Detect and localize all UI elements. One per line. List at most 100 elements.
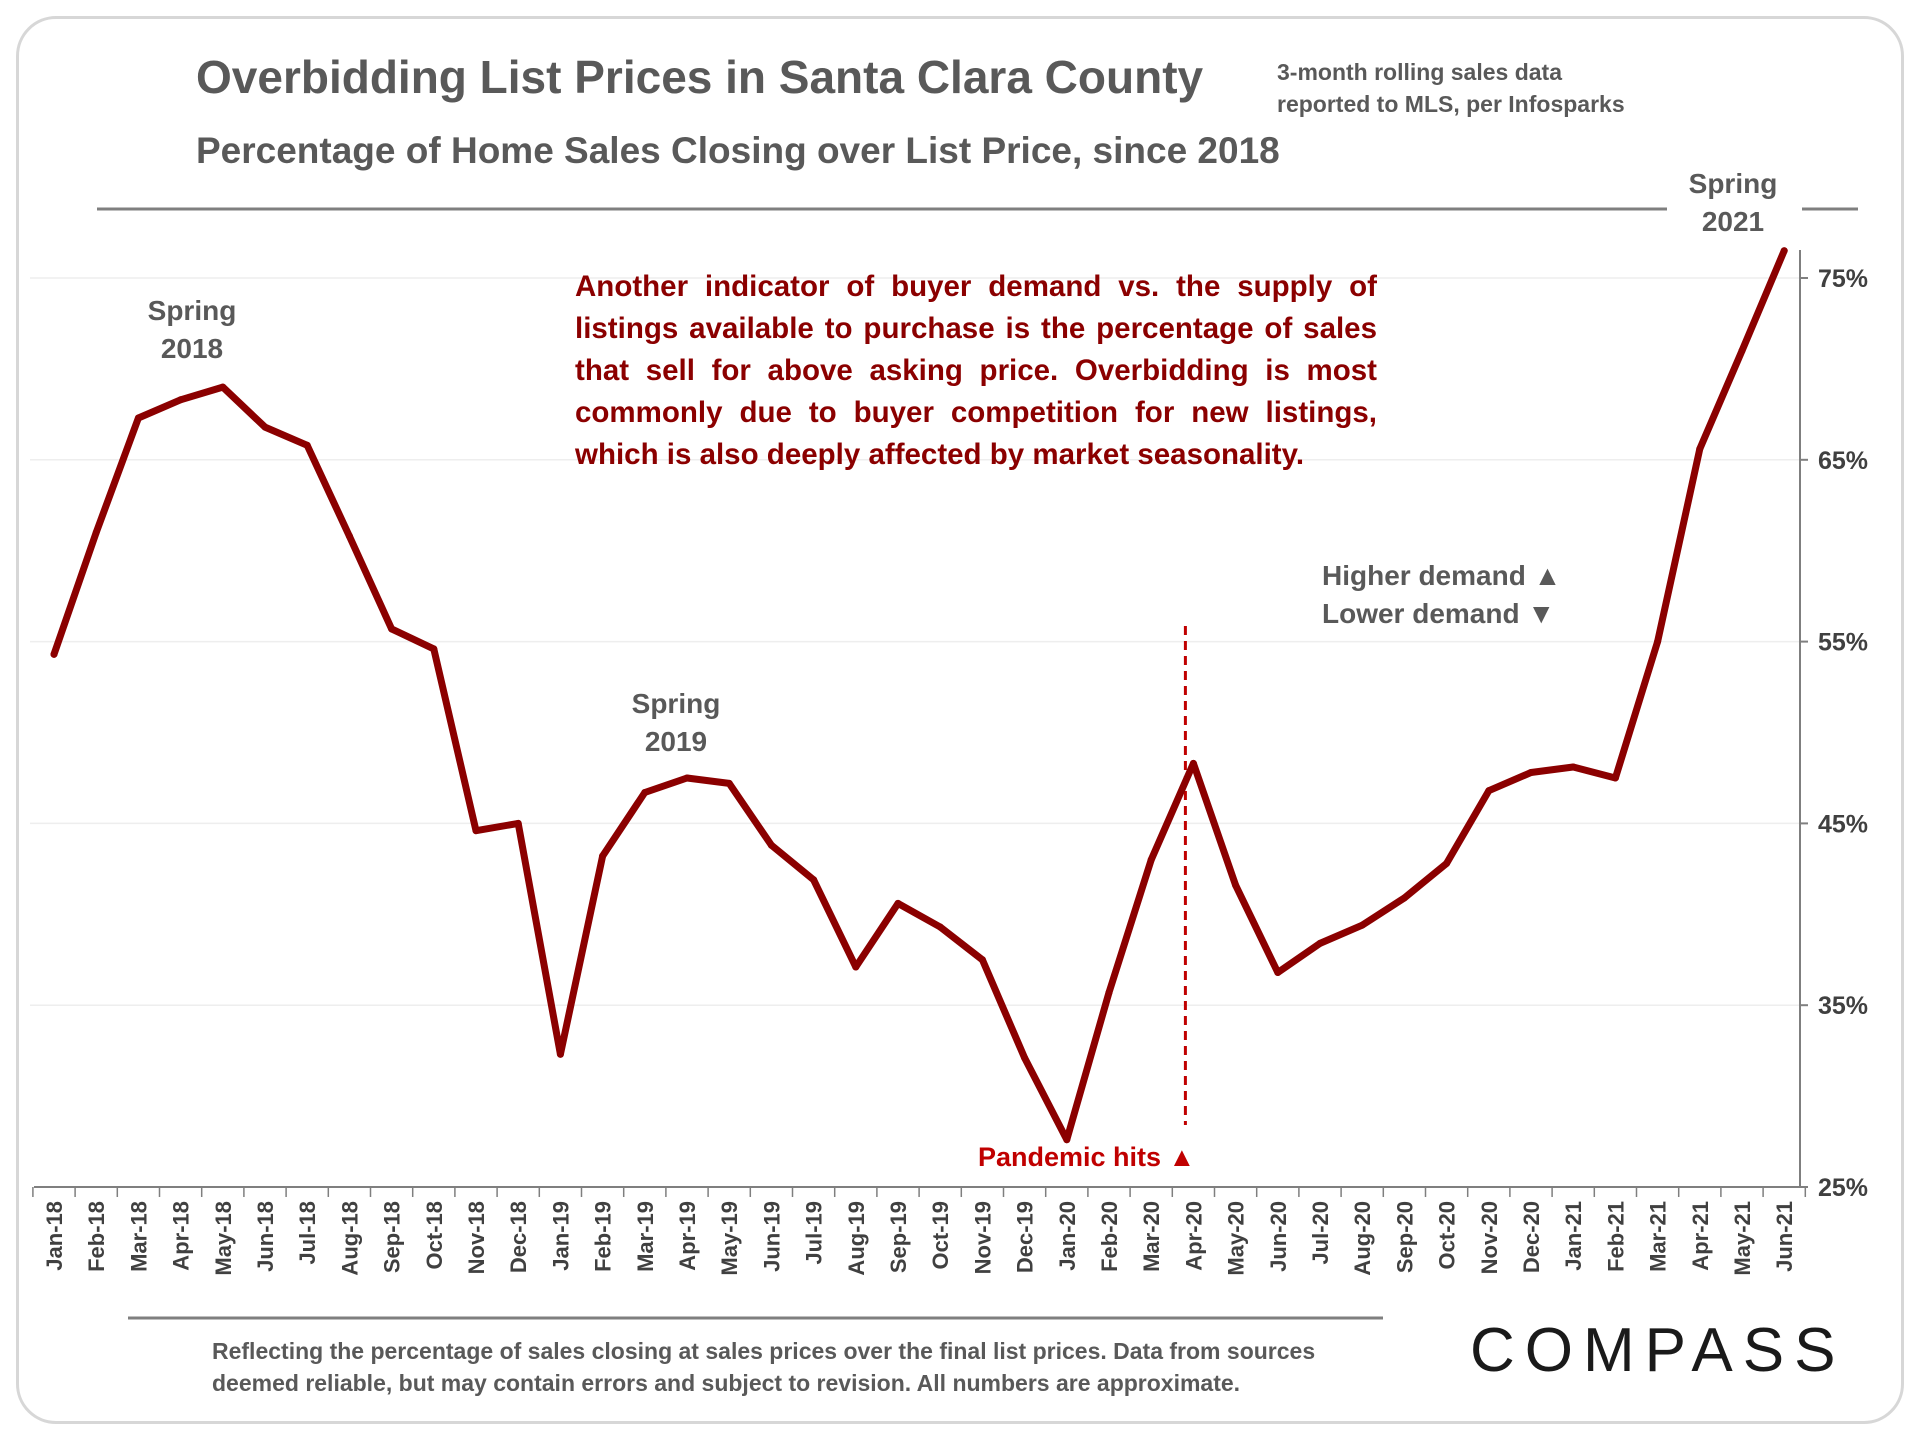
x-tick-label: Nov-20	[1477, 1201, 1502, 1274]
x-tick-label: Jul-20	[1308, 1201, 1333, 1265]
x-tick-label: Oct-19	[928, 1201, 953, 1269]
data-point	[599, 852, 607, 860]
data-point	[894, 899, 902, 907]
chart-title: Overbidding List Prices in Santa Clara C…	[196, 51, 1204, 103]
spring-2018-line2: 2018	[160, 333, 224, 364]
data-point	[1696, 445, 1704, 453]
compass-logo: COMPASS	[1470, 1316, 1846, 1385]
x-tick-label: Jun-21	[1772, 1201, 1797, 1272]
x-tick-label: Jul-18	[295, 1201, 320, 1265]
spring-2019-label: Spring 2019	[621, 685, 731, 761]
data-point	[303, 441, 311, 449]
data-point	[92, 529, 100, 537]
x-tick-label: Jun-18	[253, 1201, 278, 1272]
series-line	[50, 247, 1788, 1144]
lower-demand-label: Lower demand ▼	[1322, 598, 1556, 629]
data-point	[388, 625, 396, 633]
data-point	[641, 788, 649, 796]
x-tick-label: Mar-18	[126, 1201, 151, 1272]
x-tick-label: Jan-18	[42, 1201, 67, 1271]
annotation-text: Another indicator of buyer demand vs. th…	[575, 270, 1377, 471]
data-point	[1738, 347, 1746, 355]
y-tick-label: 75%	[1818, 265, 1868, 293]
spring-2018-line1: Spring	[147, 295, 237, 326]
data-point	[1527, 768, 1535, 776]
x-tick-label: Feb-20	[1097, 1201, 1122, 1272]
spring-2018-label: Spring 2018	[137, 292, 247, 368]
data-point	[345, 532, 353, 540]
data-point	[219, 383, 227, 391]
data-point	[1189, 759, 1197, 767]
x-tick-label: Jan-21	[1561, 1201, 1586, 1271]
spring-2021-line2: 2021	[1701, 206, 1765, 237]
x-tick-label: Dec-18	[506, 1201, 531, 1273]
higher-demand-label: Higher demand ▲	[1322, 560, 1562, 591]
data-point	[430, 645, 438, 653]
data-point	[978, 956, 986, 964]
x-tick-label: Sep-20	[1392, 1201, 1417, 1273]
data-point	[556, 1050, 564, 1058]
data-point	[1611, 774, 1619, 782]
data-point	[177, 396, 185, 404]
data-point	[1147, 856, 1155, 864]
data-point	[134, 414, 142, 422]
spring-2019-line1: Spring	[631, 688, 721, 719]
data-point	[1569, 763, 1577, 771]
x-tick-label: Dec-20	[1519, 1201, 1544, 1273]
x-tick-label: Aug-18	[337, 1201, 362, 1276]
x-tick-label: Aug-20	[1350, 1201, 1375, 1276]
x-tick-label: Feb-18	[84, 1201, 109, 1272]
x-tick-label: Sep-18	[380, 1201, 405, 1273]
data-point	[50, 650, 58, 658]
data-point	[1105, 988, 1113, 996]
x-tick-label: Jan-19	[548, 1201, 573, 1271]
y-tick-label: 65%	[1818, 447, 1868, 475]
data-point	[1358, 921, 1366, 929]
x-tick-label: May-21	[1730, 1201, 1755, 1276]
data-point	[1485, 787, 1493, 795]
data-point	[1316, 939, 1324, 947]
source-note: 3-month rolling sales data reported to M…	[1277, 56, 1697, 120]
x-tick-label: May-19	[717, 1201, 742, 1276]
x-tick-label: Jul-19	[802, 1201, 827, 1265]
data-point	[1232, 881, 1240, 889]
x-tick-label: Aug-19	[844, 1201, 869, 1276]
y-tick-label: 45%	[1818, 810, 1868, 838]
x-tick-label: Apr-20	[1181, 1201, 1206, 1271]
data-point	[725, 779, 733, 787]
data-point	[1063, 1136, 1071, 1144]
data-point	[514, 819, 522, 827]
data-point	[683, 774, 691, 782]
x-tick-label: Sep-19	[886, 1201, 911, 1273]
y-tick-label: 35%	[1818, 992, 1868, 1020]
x-tick-label: May-18	[211, 1201, 236, 1276]
x-tick-label: Dec-19	[1013, 1201, 1038, 1273]
x-tick-label: May-20	[1224, 1201, 1249, 1276]
x-tick-label: Nov-19	[970, 1201, 995, 1274]
data-point	[852, 963, 860, 971]
spring-2019-line2: 2019	[644, 726, 708, 757]
data-point	[472, 827, 480, 835]
data-point	[810, 876, 818, 884]
chart-subtitle: Percentage of Home Sales Closing over Li…	[196, 130, 1280, 171]
x-tick-label: Apr-21	[1688, 1201, 1713, 1271]
x-tick-label: Jun-19	[759, 1201, 784, 1272]
x-tick-label: Mar-21	[1646, 1201, 1671, 1272]
x-tick-label: Jun-20	[1266, 1201, 1291, 1272]
data-point	[1400, 894, 1408, 902]
pandemic-label: Pandemic hits ▲	[978, 1142, 1196, 1172]
x-tick-label: Mar-20	[1139, 1201, 1164, 1272]
footnote: Reflecting the percentage of sales closi…	[212, 1338, 1316, 1396]
data-point	[1780, 247, 1788, 255]
x-tick-label: Jan-20	[1055, 1201, 1080, 1271]
x-tick-label: Feb-19	[591, 1201, 616, 1272]
spring-2021-line1: Spring	[1688, 168, 1778, 199]
x-tick-label: Apr-19	[675, 1201, 700, 1271]
data-point	[1021, 1054, 1029, 1062]
data-point	[1654, 638, 1662, 646]
y-tick-label: 25%	[1818, 1174, 1868, 1202]
x-tick-label: Nov-18	[464, 1201, 489, 1274]
data-point	[936, 923, 944, 931]
data-point	[1443, 859, 1451, 867]
